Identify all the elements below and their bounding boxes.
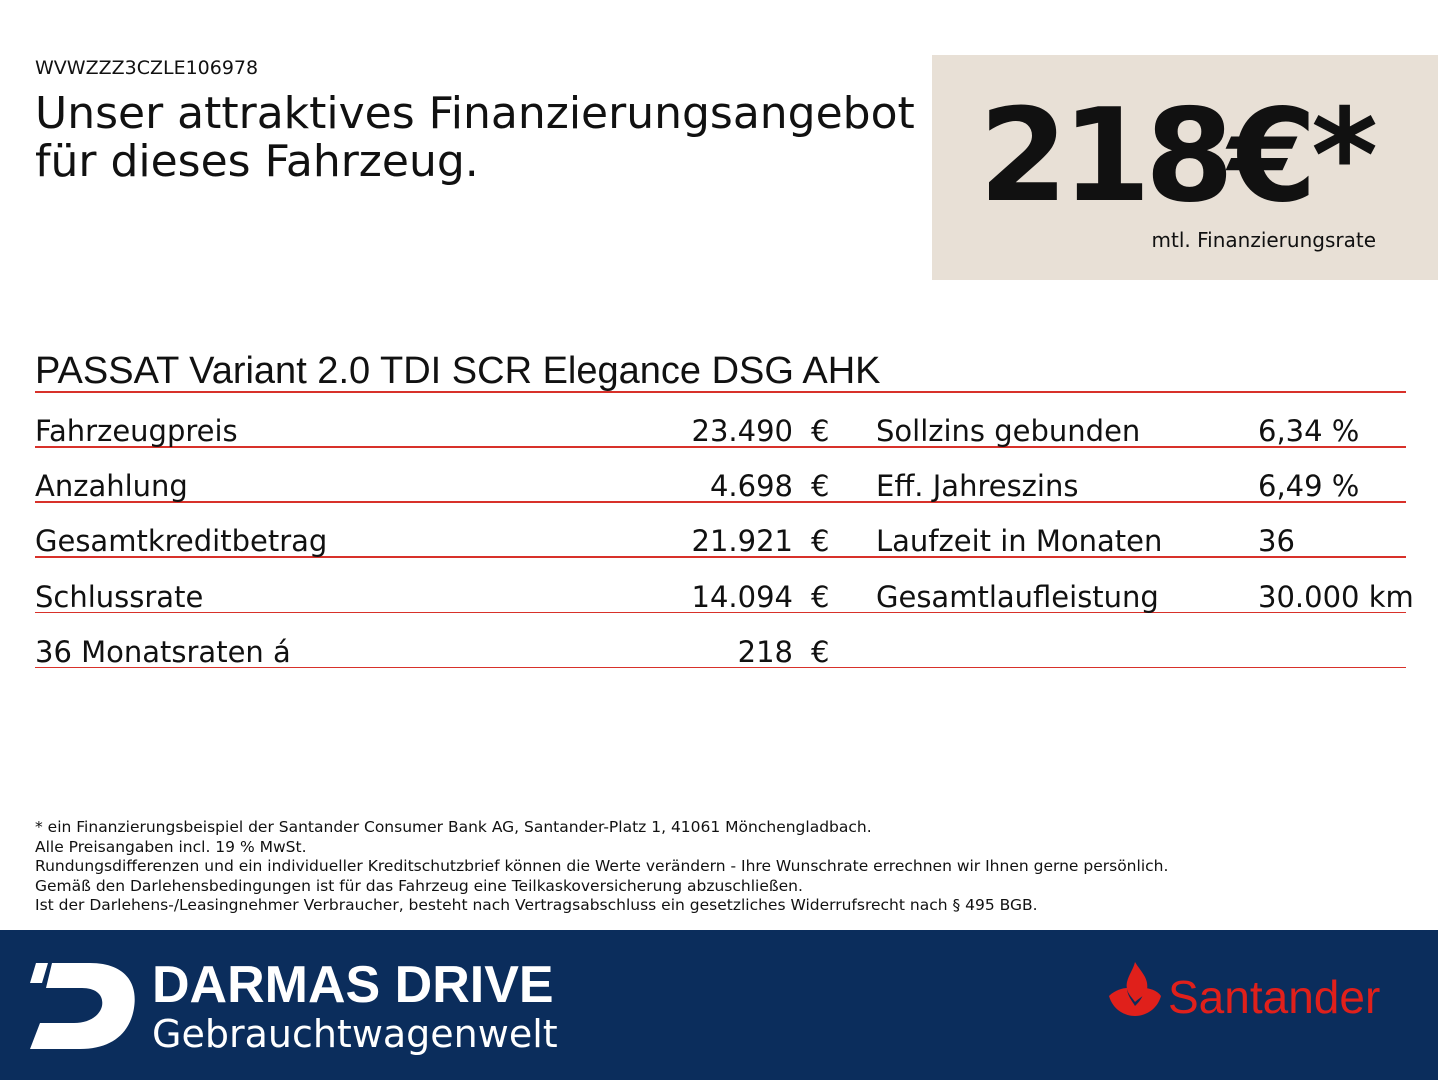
row-label: 36 Monatsraten á <box>35 634 291 669</box>
brand-name: DARMAS DRIVE <box>152 956 554 1014</box>
row-divider <box>35 666 1406 669</box>
row-value: 218 <box>737 634 793 669</box>
divider <box>35 391 1406 393</box>
model-title: PASSAT Variant 2.0 TDI SCR Elegance DSG … <box>35 350 881 392</box>
vin: WVWZZZ3CZLE106978 <box>35 57 259 79</box>
price-box <box>932 55 1438 280</box>
price-label: mtl. Finanzierungsrate <box>1151 228 1376 252</box>
row-value: 36 <box>1258 524 1295 559</box>
price: 218€* <box>978 82 1378 231</box>
row-unit: € <box>811 579 830 614</box>
row-unit: € <box>811 524 830 559</box>
brand-logo <box>30 963 135 1049</box>
footnote-line: Rundungsdifferenzen und ein individuelle… <box>35 857 1169 875</box>
row-label: Gesamtlaufleistung <box>876 579 1159 614</box>
row-unit: € <box>811 634 830 669</box>
bank-name: Santander <box>1168 971 1381 1023</box>
headline: für dieses Fahrzeug. <box>35 136 479 187</box>
row-value: 21.921 <box>691 524 793 559</box>
row-value: 6,34 % <box>1258 414 1360 448</box>
footer <box>0 930 1438 1080</box>
row-label: Eff. Jahreszins <box>876 469 1079 504</box>
row-value: 23.490 <box>691 414 793 448</box>
footnote-line: Ist der Darlehens-/Leasingnehmer Verbrau… <box>35 896 1038 914</box>
row-divider <box>35 556 1406 558</box>
row-value: 4.698 <box>709 469 793 504</box>
row-label: Anzahlung <box>35 469 188 504</box>
row-label: Gesamtkreditbetrag <box>35 524 328 559</box>
brand-subtitle: Gebrauchtwagenwelt <box>152 1012 558 1056</box>
row-value: 30.000 km <box>1258 579 1414 614</box>
row-unit: € <box>811 469 830 504</box>
footnote-line: Gemäß den Darlehensbedingungen ist für d… <box>35 876 803 895</box>
row-label: Laufzeit in Monaten <box>876 524 1163 559</box>
footnote-line: * ein Finanzierungsbeispiel der Santande… <box>35 818 872 836</box>
row-label: Sollzins gebunden <box>876 414 1141 448</box>
row-divider <box>35 501 1406 503</box>
bank-logo <box>1109 962 1161 1016</box>
row-divider <box>35 446 1406 448</box>
row-label: Fahrzeugpreis <box>35 414 238 448</box>
row-unit: € <box>811 414 830 448</box>
row-value: 6,49 % <box>1258 469 1360 504</box>
headline: Unser attraktives Finanzierungsangebot <box>35 88 915 139</box>
row-value: 14.094 <box>691 579 793 614</box>
row-label: Schlussrate <box>35 579 204 614</box>
row-divider <box>35 611 1406 614</box>
footnote-line: Alle Preisangaben incl. 19 % MwSt. <box>35 837 307 856</box>
